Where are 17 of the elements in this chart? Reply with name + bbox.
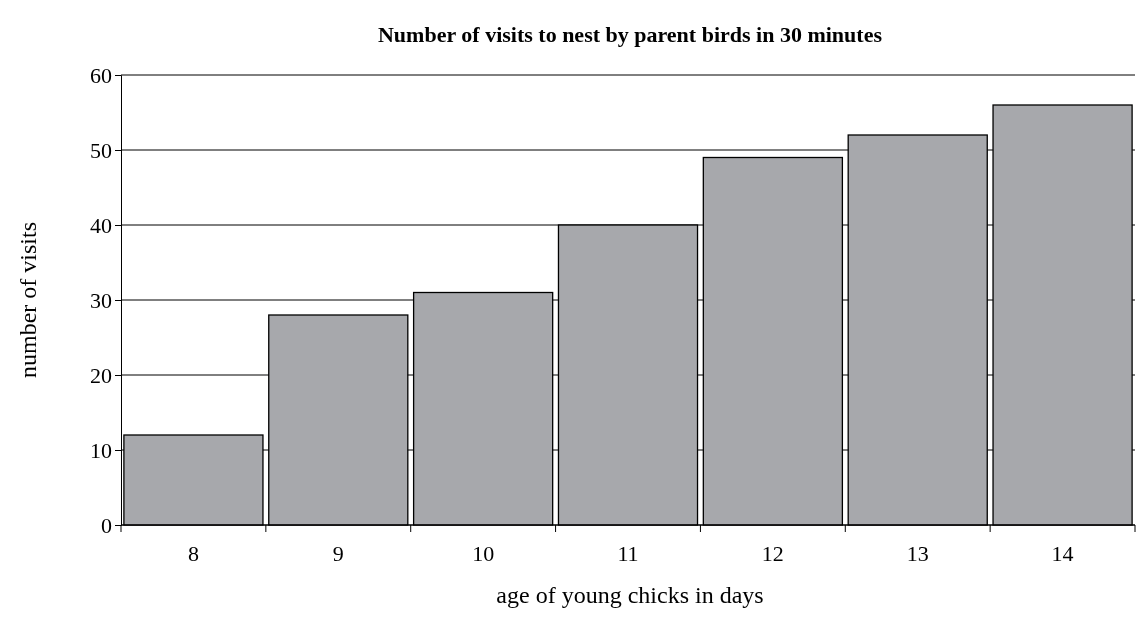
y-tick-label: 10 (90, 437, 112, 463)
x-tick-label: 9 (332, 541, 344, 566)
y-axis-title: number of visits (15, 222, 41, 378)
x-tick-label: 12 (761, 541, 784, 566)
x-tick-label: 8 (187, 541, 199, 566)
x-axis-title: age of young chicks in days (496, 582, 764, 608)
x-tick-label: 13 (906, 541, 929, 566)
y-tick-label: 50 (90, 137, 112, 163)
x-tick-label: 14 (1051, 541, 1074, 566)
y-tick-label: 60 (90, 62, 112, 88)
y-tick-label: 30 (90, 287, 112, 313)
chart-title: Number of visits to nest by parent birds in 30 minutes (377, 22, 883, 47)
x-tick-label: 11 (617, 541, 639, 566)
y-tick-label: 40 (90, 212, 112, 238)
y-tick-label: 0 (101, 512, 112, 538)
y-tick-label: 20 (90, 362, 112, 388)
x-tick-label: 10 (472, 541, 495, 566)
